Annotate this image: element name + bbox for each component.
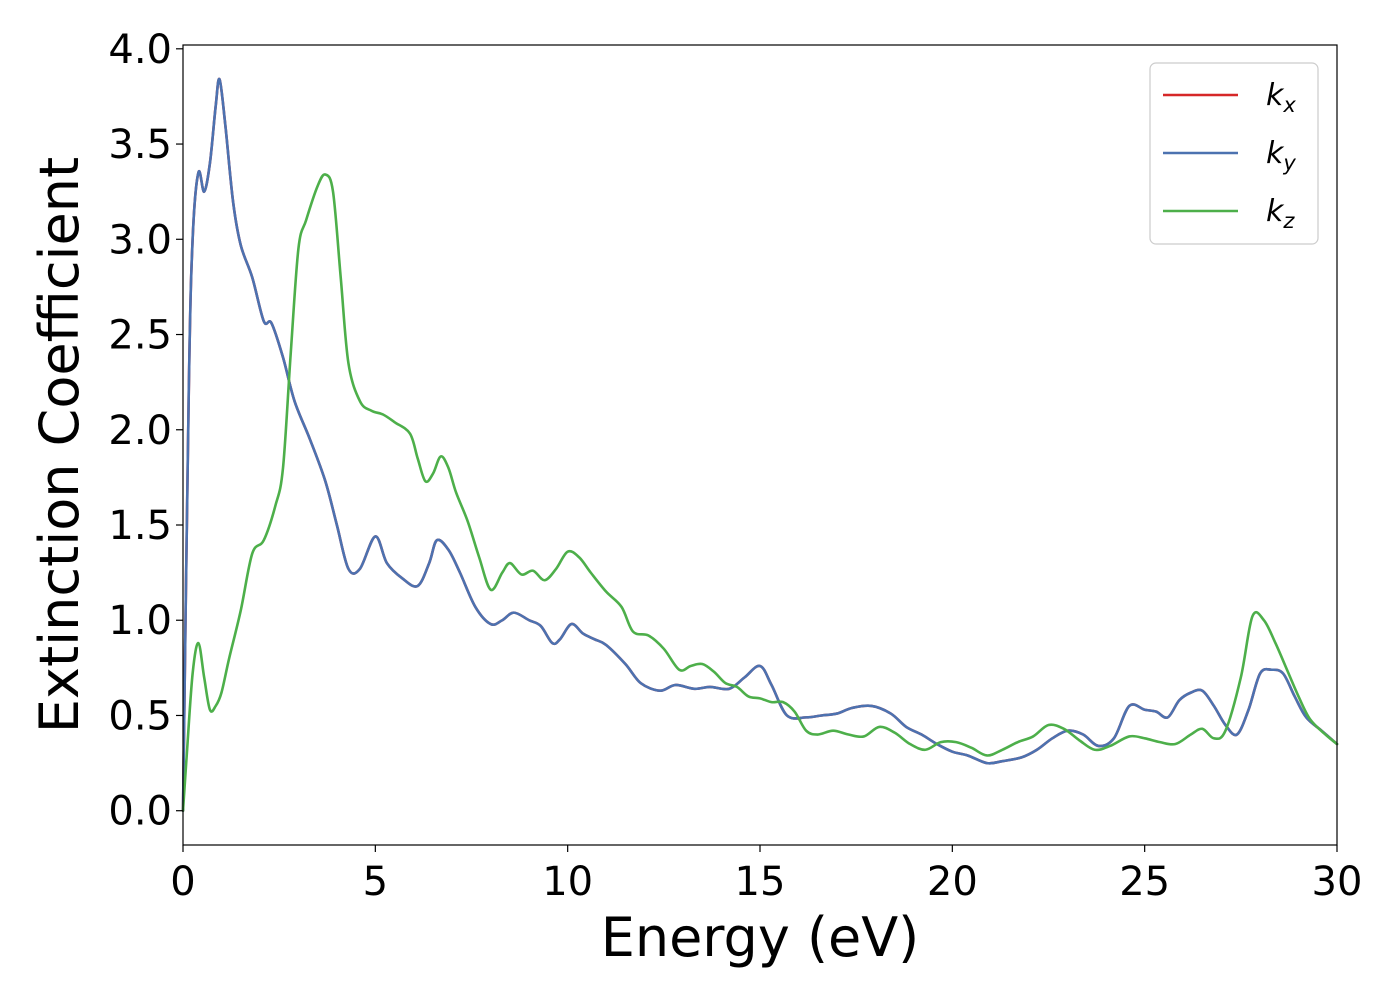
x-axis-label: Energy (eV) <box>601 906 920 969</box>
legend-label-kz: kz <box>1266 194 1295 233</box>
x-tick-label: 0 <box>170 859 195 905</box>
x-tick-label: 20 <box>927 859 978 905</box>
y-axis-label: Extinction Coefficient <box>28 157 91 733</box>
y-tick-label: 0.5 <box>108 693 172 739</box>
x-tick-label: 15 <box>735 859 786 905</box>
y-tick-label: 3.0 <box>108 217 172 263</box>
x-tick-label: 10 <box>542 859 593 905</box>
x-tick-label: 30 <box>1312 859 1363 905</box>
y-tick-label: 3.5 <box>108 122 172 168</box>
ticks-layer: 0 5 10 15 20 25 30 0.0 0.5 1.0 1.5 2.0 2.5 3.0 3.5 4.0 <box>108 27 1362 905</box>
series-layer <box>181 77 1339 813</box>
y-tick-label: 1.0 <box>108 598 172 644</box>
legend: kx ky kz <box>1149 62 1319 245</box>
x-tick-label: 5 <box>363 859 388 905</box>
y-tick-label: 0.0 <box>108 789 172 835</box>
legend-label-kx: kx <box>1266 78 1296 117</box>
legend-label-ky: ky <box>1266 136 1296 175</box>
y-tick-label: 2.5 <box>108 313 172 359</box>
y-tick-label: 1.5 <box>108 503 172 549</box>
series-line-kz <box>181 173 1339 813</box>
y-tick-label: 4.0 <box>108 27 172 73</box>
x-tick-label: 25 <box>1119 859 1170 905</box>
series-line-ky <box>181 77 1339 813</box>
y-tick-label: 2.0 <box>108 408 172 454</box>
